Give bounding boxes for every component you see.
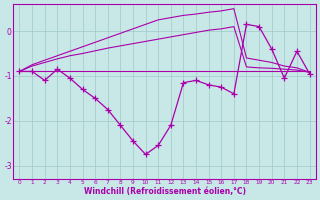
X-axis label: Windchill (Refroidissement éolien,°C): Windchill (Refroidissement éolien,°C) [84, 187, 245, 196]
